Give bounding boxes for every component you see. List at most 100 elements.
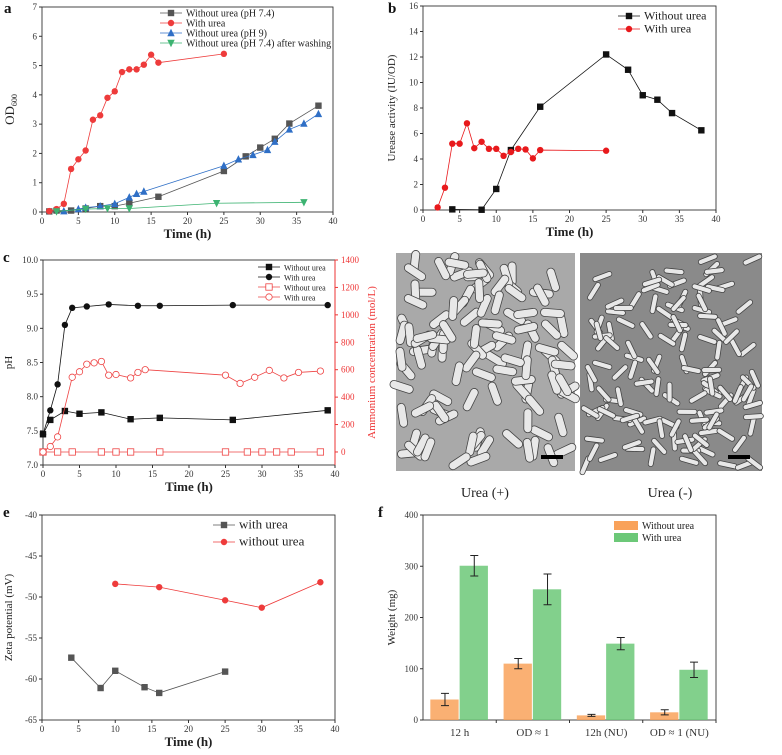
- series-line: [115, 581, 321, 609]
- data-point: [668, 109, 676, 117]
- y-tick-label: 5: [33, 61, 38, 71]
- x-axis-label: Time (h): [165, 479, 213, 494]
- series-line: [437, 122, 607, 208]
- error-bar: [690, 661, 699, 678]
- legend-swatch: [614, 533, 638, 542]
- x-tick-label: 20: [185, 469, 195, 479]
- y-axis-label-text: pH: [3, 356, 15, 370]
- bacterium-cell: [592, 271, 613, 283]
- x-tick-label: 10: [492, 214, 502, 224]
- bacterium-cell: [412, 330, 438, 343]
- y-right-tick-label: 1400: [341, 255, 360, 265]
- x-tick-label: 10: [111, 724, 121, 734]
- bacterium-cell: [502, 429, 523, 449]
- bacterium-cell: [682, 433, 694, 453]
- data-point: [81, 205, 90, 214]
- data-point: [147, 51, 155, 58]
- data-point: [251, 373, 259, 381]
- bacterium-cell: [697, 312, 719, 320]
- x-tick-label: 20: [183, 216, 193, 226]
- x-tick-label: 0: [41, 469, 46, 479]
- bacterium-cell: [691, 283, 712, 294]
- y-tick-label: 200: [405, 613, 419, 623]
- series-line: [42, 409, 328, 435]
- y-right-axis-label: Ammonium concentration (mol/L): [366, 286, 378, 439]
- data-point: [39, 448, 47, 456]
- y-tick-label: 4: [33, 90, 38, 100]
- data-point: [69, 304, 76, 312]
- bacterium-cell: [743, 413, 764, 421]
- x-tick-label: 5: [76, 724, 81, 734]
- panel-label-a: a: [4, 1, 12, 17]
- y-tick-label: -55: [25, 633, 37, 643]
- data-point: [141, 366, 149, 374]
- y-tick-label: -60: [25, 674, 37, 684]
- legend-label: With urea: [284, 294, 316, 303]
- legend-marker: [220, 538, 228, 546]
- series-line: [49, 105, 319, 212]
- x-tick-label: OD ≈ 1: [516, 727, 549, 739]
- x-tick-label: 25: [602, 214, 612, 224]
- error-bar: [587, 713, 596, 717]
- data-point: [294, 368, 303, 377]
- data-point: [315, 102, 322, 109]
- data-point: [46, 442, 54, 451]
- bacterium-cell: [420, 437, 436, 462]
- data-point: [47, 416, 54, 424]
- bacterium-cell: [697, 253, 718, 265]
- bacterium-cell: [550, 359, 576, 371]
- y-tick-label: 12: [409, 52, 418, 62]
- bacterium-cell: [612, 304, 634, 311]
- y-tick-label: 10.0: [22, 255, 38, 265]
- y-tick-label: 9.5: [27, 289, 39, 299]
- bacterium-cell: [645, 356, 661, 375]
- data-point: [449, 206, 456, 213]
- data-point: [89, 116, 97, 123]
- bacterium-cell: [474, 278, 485, 303]
- bacterium-cell: [597, 452, 618, 463]
- micrograph-label-left: Urea (+): [461, 486, 509, 501]
- legend-label: With urea: [186, 19, 226, 30]
- data-point: [111, 88, 118, 95]
- legend-label: Without urea (pH 7.4) after washing: [186, 39, 331, 50]
- bacterium-cell: [705, 283, 726, 293]
- x-tick-label: 10: [112, 469, 122, 479]
- micrograph-label-right: Urea (-): [648, 486, 693, 501]
- data-point: [47, 407, 54, 414]
- bacterium-cell: [522, 438, 535, 463]
- bacterium-cell: [663, 267, 685, 276]
- bacterium-cell: [732, 434, 747, 453]
- data-point: [68, 654, 75, 661]
- x-tick-label: 0: [421, 214, 426, 224]
- data-point: [324, 407, 331, 414]
- series-1: [46, 50, 228, 215]
- x-tick-label: 40: [331, 724, 341, 734]
- chart-b: 0 2 4 6 8 10 12 14 16 Urease activity (IU/OD) 0 5 10…: [386, 1, 721, 239]
- data-point: [155, 193, 162, 200]
- series-line: [49, 53, 224, 212]
- bacterium-cell: [540, 307, 565, 319]
- bacterium-cell: [742, 399, 763, 411]
- legend-marker: [265, 283, 273, 291]
- data-point: [258, 448, 266, 456]
- series-0: [46, 102, 322, 215]
- y-tick-label: 7.0: [27, 460, 39, 470]
- data-point: [134, 302, 142, 309]
- chart-e: -65 -60 -55 -50 -45 -40 Zeta potential (mV) 0 5 1…: [3, 510, 340, 749]
- bacterium-cell: [666, 381, 673, 403]
- bacterium-cell: [429, 389, 453, 406]
- data-point: [83, 303, 91, 310]
- bacterium-cell: [504, 283, 527, 303]
- bar: [679, 669, 708, 720]
- y-tick-label: 7: [33, 2, 38, 12]
- data-point: [112, 448, 120, 456]
- data-point: [61, 407, 69, 415]
- y-right-tick-label: 1000: [341, 310, 360, 320]
- legend-marker: [167, 19, 175, 27]
- y-tick-label: 2: [414, 180, 419, 190]
- y-right-tick-label: 600: [341, 365, 355, 375]
- y-tick-label: 14: [409, 27, 419, 37]
- data-point: [236, 379, 244, 388]
- y-tick-label: 300: [405, 561, 419, 571]
